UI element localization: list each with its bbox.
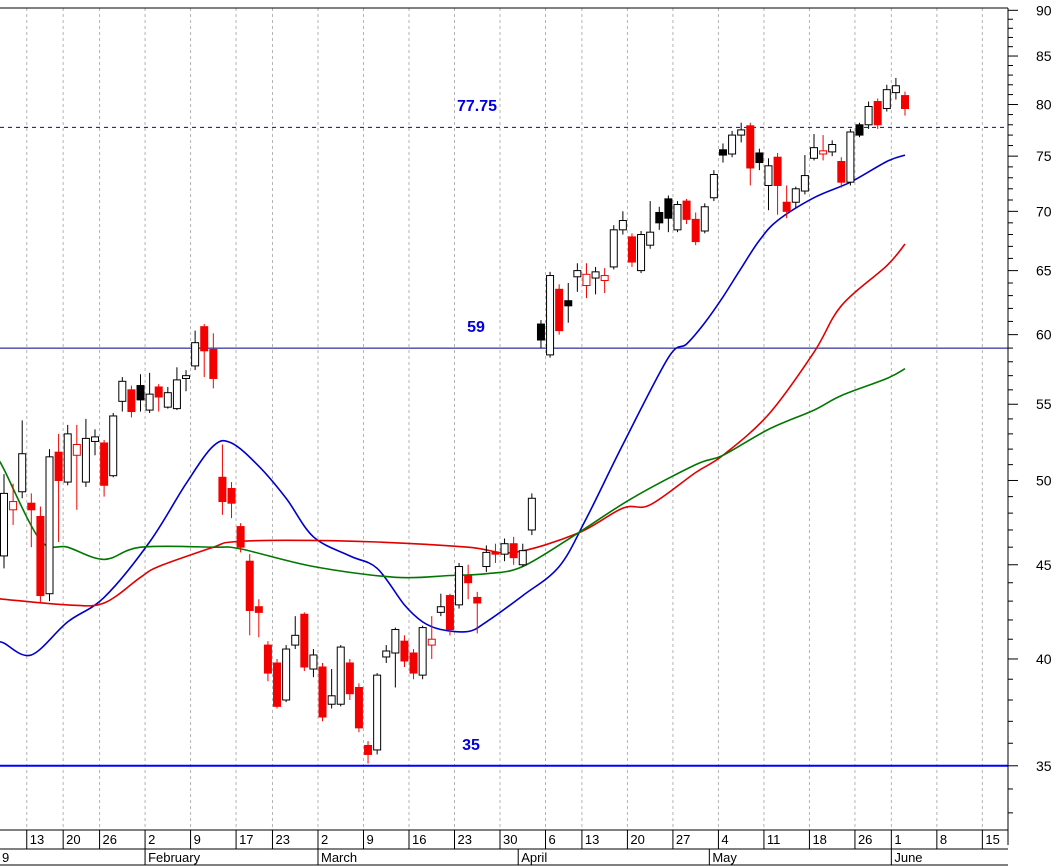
week-label: 26: [858, 832, 872, 847]
month-label: March: [321, 850, 357, 865]
price-tick-label: 60: [1036, 327, 1052, 343]
week-label: 18: [812, 832, 826, 847]
week-label: 23: [275, 832, 289, 847]
price-tick-label: 45: [1036, 557, 1052, 573]
month-label: February: [148, 850, 201, 865]
ma-line-blue: [0, 154, 906, 657]
week-label: 8: [940, 832, 947, 847]
month-label: May: [712, 850, 737, 865]
month-label: April: [521, 850, 547, 865]
week-label: 27: [676, 832, 690, 847]
week-label: 9: [366, 832, 373, 847]
candles-series: [0, 77, 909, 764]
resistance-level-label: 77.75: [456, 98, 498, 116]
week-label: 30: [503, 832, 517, 847]
price-tick-label: 55: [1036, 396, 1052, 412]
week-label: 1: [894, 832, 901, 847]
week-label: 23: [457, 832, 471, 847]
week-label: 20: [630, 832, 644, 847]
week-label: 17: [239, 832, 253, 847]
price-tick-label: 35: [1036, 758, 1052, 774]
week-gridlines: [26, 8, 983, 830]
price-tick-label: 85: [1036, 48, 1052, 64]
price-tick-label: 50: [1036, 472, 1052, 488]
week-label: 16: [412, 832, 426, 847]
plot-border: [0, 7, 1009, 845]
price-tick-label: 65: [1036, 263, 1052, 279]
support-resistance-lines: [0, 126, 1008, 767]
price-tick-label: 70: [1036, 203, 1052, 219]
price-axis: 90 85 80 75 70 65 60 55 50 45 40 35: [1008, 2, 1052, 814]
week-label: 11: [767, 832, 781, 847]
week-label: 15: [985, 832, 999, 847]
ma-line-red: [0, 243, 906, 607]
week-label: 4: [721, 832, 728, 847]
price-tick-label: 80: [1036, 97, 1052, 113]
week-label: 26: [103, 832, 117, 847]
week-label: 13: [30, 832, 44, 847]
week-label: 13: [585, 832, 599, 847]
week-label: 20: [66, 832, 80, 847]
week-label: 6: [549, 832, 556, 847]
mid-level-label: 59: [467, 319, 485, 337]
month-label: June: [894, 850, 922, 865]
price-tick-label: 40: [1036, 651, 1052, 667]
month-label: 9: [2, 850, 9, 865]
price-tick-label: 75: [1036, 148, 1052, 164]
week-label: 2: [148, 832, 155, 847]
support-level-label: 35: [462, 736, 480, 754]
week-label: 2: [321, 832, 328, 847]
time-axis: 13 20 26 2 9 17 23 2 9 16 23 30 6 13 20 27 4 11 18 26 1 8 159 F…: [0, 829, 1008, 866]
price-tick-label: 90: [1036, 2, 1052, 18]
week-label: 9: [194, 832, 201, 847]
